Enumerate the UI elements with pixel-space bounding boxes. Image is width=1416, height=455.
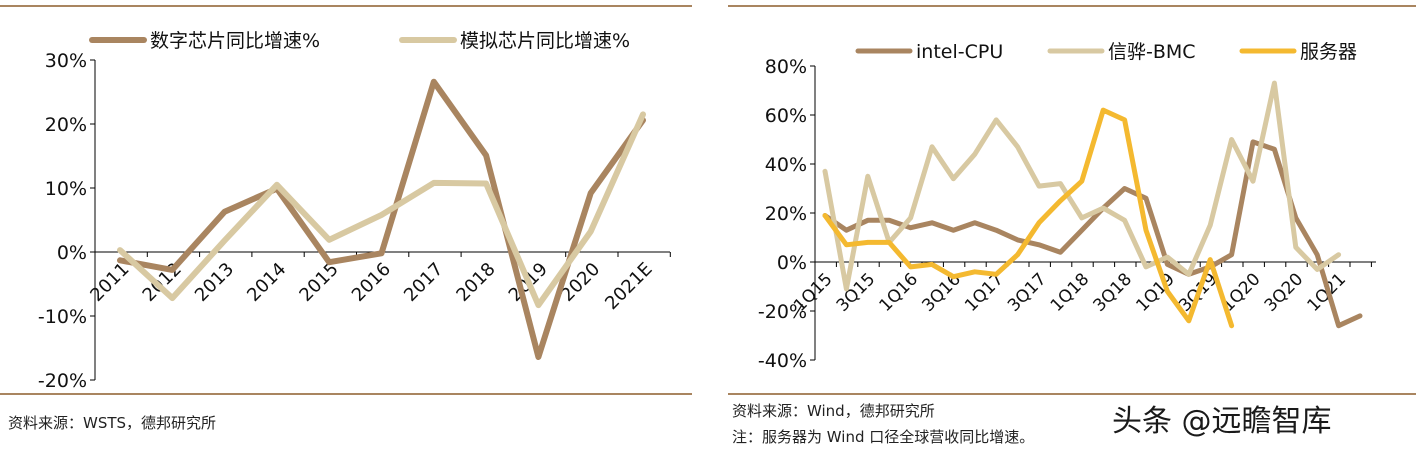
right-y-tick-label: 40% <box>765 154 807 176</box>
right-series-line-1 <box>822 139 1363 329</box>
left-x-tick-label: 2011 <box>86 259 133 306</box>
right-y-tick-label: -40% <box>758 350 807 372</box>
right-legend-label-2: 信骅-BMC <box>1108 41 1196 63</box>
right-x-tick-label: 3Q18 <box>1090 269 1137 316</box>
left-x-tick-label: 2018 <box>452 259 499 306</box>
right-y-tick-label: 80% <box>765 56 807 78</box>
left-y-tick-label: 0% <box>57 242 87 264</box>
left-x-tick-label: 2015 <box>295 259 342 306</box>
left-source-text: 资料来源：WSTS，德邦研究所 <box>8 414 217 432</box>
right-y-tick-label: 60% <box>765 105 807 127</box>
right-x-tick-label: 3Q17 <box>1004 269 1051 316</box>
right-x-tick-label: 1Q18 <box>1047 269 1094 316</box>
right-x-tick-label: 1Q19 <box>1132 269 1179 316</box>
right-x-tick-label: 3Q20 <box>1261 269 1308 316</box>
right-note-text: 注：服务器为 Wind 口径全球营收同比增速。 <box>732 428 1035 446</box>
left-x-tick-label: 2014 <box>243 259 290 306</box>
left-series-line-1 <box>117 78 646 360</box>
watermark: 头条 @远瞻智库 <box>1112 404 1332 439</box>
right-series-line-3 <box>822 107 1235 329</box>
right-source-text: 资料来源：Wind，德邦研究所 <box>732 402 935 420</box>
right-x-tick-label: 1Q16 <box>876 269 923 316</box>
right-series-line-2 <box>822 80 1342 292</box>
right-x-tick-label: 3Q15 <box>833 269 880 316</box>
left-x-tick-label: 2021E <box>601 259 656 314</box>
right-legend-label-1: intel-CPU <box>916 41 1003 63</box>
right-x-tick-label: 1Q17 <box>961 269 1008 316</box>
right-y-tick-label: 20% <box>765 203 807 225</box>
left-chart: 30%20%10%0%-10%-20%2011 2012 2013 2014 2015 2… <box>0 5 692 395</box>
left-series-line-2 <box>117 111 646 309</box>
left-legend-label-2: 模拟芯片同比增速% <box>460 30 630 52</box>
left-y-tick-label: 10% <box>45 178 87 200</box>
left-chart-panel: 30% 20% 10% 0% -10% -20% 2011 2012 2013 2014 2015 2… <box>0 0 692 451</box>
right-chart: 80%60%40%20%0%-20%-40%1Q153Q151Q163Q161Q… <box>728 5 1416 395</box>
left-y-tick-label: 20% <box>45 114 87 136</box>
right-x-tick-label: 1Q15 <box>790 269 837 316</box>
left-y-tick-label: -10% <box>38 306 87 328</box>
right-chart-panel: 80% 60% 40% 20% 0% -20% -40% 1Q15 3Q15 1Q16 3Q16 1Q… <box>728 0 1416 451</box>
right-y-tick-label: -20% <box>758 301 807 323</box>
right-legend-label-3: 服务器 <box>1300 41 1357 63</box>
right-y-tick-label: 0% <box>777 252 807 274</box>
left-x-tick-label: 2017 <box>400 259 447 306</box>
left-y-tick-label: 30% <box>45 50 87 72</box>
left-y-tick-label: -20% <box>38 370 87 392</box>
left-x-tick-label: 2016 <box>348 259 395 306</box>
left-legend-label-1: 数字芯片同比增速% <box>150 30 320 52</box>
